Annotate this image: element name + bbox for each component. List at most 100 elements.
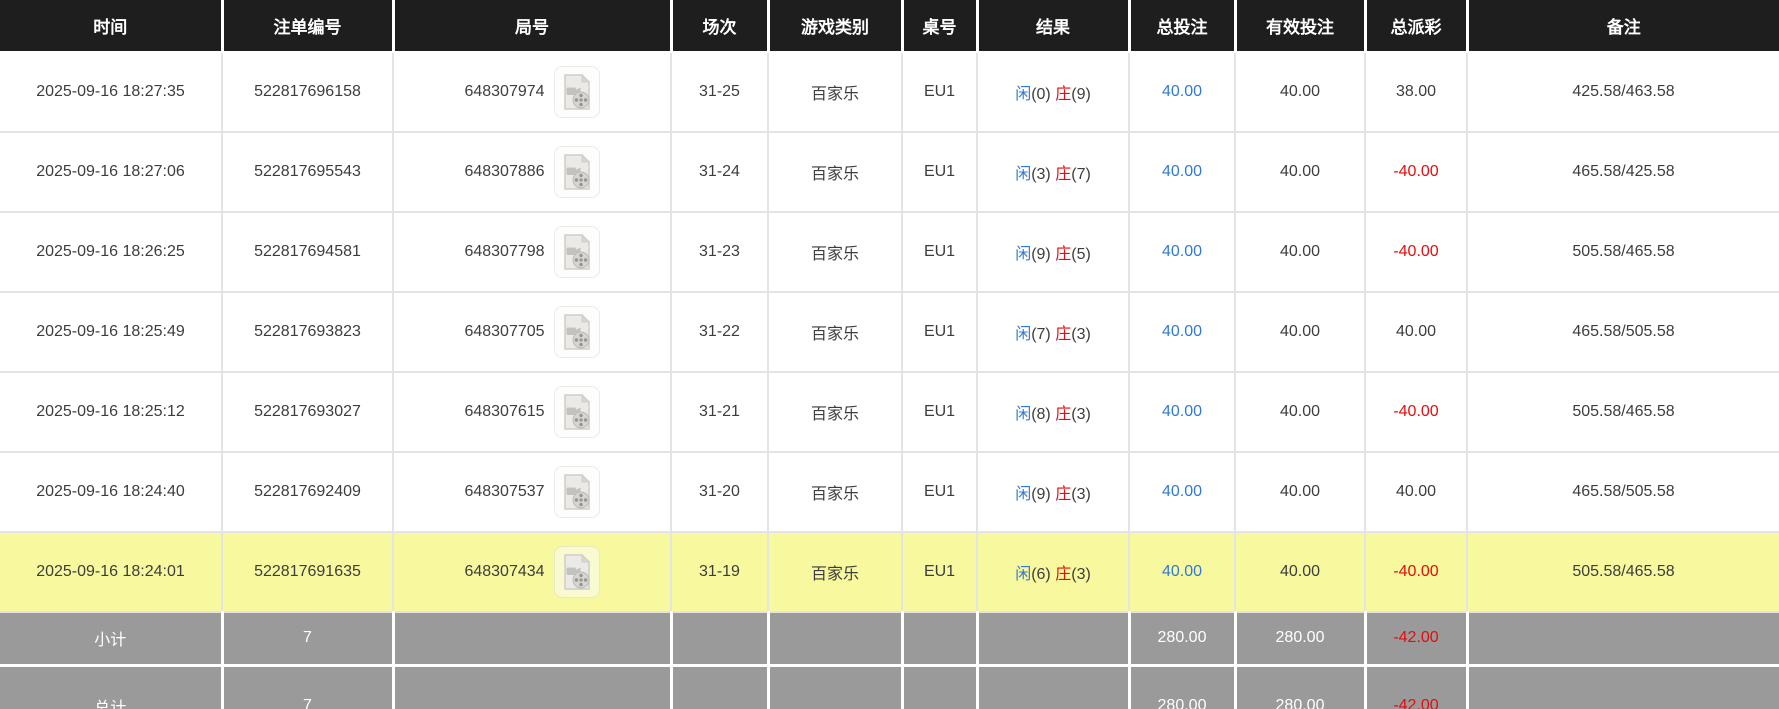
column-header-valid_bet: 有效投注 [1235, 0, 1367, 53]
column-header-remark: 备注 [1467, 0, 1779, 53]
column-header-bet_id: 注单编号 [222, 0, 395, 53]
result-player-label: 闲 [1015, 406, 1032, 423]
cell-game-type: 百家乐 [768, 372, 903, 453]
cell-valid-bet: 40.00 [1235, 452, 1366, 533]
cell-time: 2025-09-16 18:27:06 [0, 132, 223, 213]
grand-total-empty-cell [902, 665, 979, 709]
total-bet-link[interactable]: 40.00 [1161, 403, 1203, 420]
subtotal-empty-cell [902, 612, 979, 667]
total-bet-link[interactable]: 40.00 [1161, 163, 1203, 180]
cell-session: 31-24 [671, 132, 769, 213]
video-replay-button[interactable] [553, 466, 600, 518]
result-player-label: 闲 [1015, 166, 1032, 183]
video-replay-button[interactable] [553, 546, 600, 598]
round-id-text: 648307798 [464, 243, 545, 260]
cell-round-id: 648307615 [393, 372, 672, 453]
result-banker-score: (5) [1071, 246, 1091, 263]
cell-session: 31-22 [671, 292, 769, 373]
cell-total-bet: 40.00 [1129, 452, 1236, 533]
cell-payout: 38.00 [1365, 52, 1468, 133]
result-player-score: (3) [1031, 166, 1051, 183]
subtotal-empty-cell [977, 612, 1131, 667]
subtotal-empty-cell [768, 612, 904, 667]
cell-bet-id: 522817696158 [222, 52, 394, 133]
result-player-score: (7) [1031, 326, 1051, 343]
cell-valid-bet: 40.00 [1235, 372, 1366, 453]
total-bet-link[interactable]: 40.00 [1161, 563, 1203, 580]
result-banker-label: 庄 [1055, 406, 1072, 423]
result-banker-score: (3) [1071, 406, 1091, 423]
result-banker-score: (3) [1071, 486, 1091, 503]
grand-total-valid-bet: 280.00 [1235, 665, 1367, 709]
bet-row: 2025-09-16 18:24:40 522817692409 648307537… [0, 452, 1779, 533]
result-banker-label: 庄 [1055, 166, 1072, 183]
video-replay-button[interactable] [553, 386, 600, 438]
cell-result: 闲(8) 庄(3) [977, 372, 1130, 453]
cell-remark: 505.58/465.58 [1467, 372, 1779, 453]
cell-time: 2025-09-16 18:25:12 [0, 372, 223, 453]
video-replay-button[interactable] [553, 146, 600, 198]
column-header-payout: 总派彩 [1365, 0, 1469, 53]
cell-round-id: 648307974 [393, 52, 672, 133]
result-banker-label: 庄 [1055, 486, 1072, 503]
cell-table-no: EU1 [902, 52, 978, 133]
video-replay-button[interactable] [553, 66, 600, 118]
cell-game-type: 百家乐 [768, 132, 903, 213]
cell-payout: -40.00 [1365, 372, 1468, 453]
result-player-label: 闲 [1015, 326, 1032, 343]
bet-row: 2025-09-16 18:27:06 522817695543 648307886… [0, 132, 1779, 213]
cell-bet-id: 522817695543 [222, 132, 394, 213]
cell-session: 31-23 [671, 212, 769, 293]
total-bet-link[interactable]: 40.00 [1161, 243, 1203, 260]
video-replay-button[interactable] [553, 306, 600, 358]
cell-game-type: 百家乐 [768, 292, 903, 373]
cell-session: 31-25 [671, 52, 769, 133]
total-bet-link[interactable]: 40.00 [1161, 483, 1203, 500]
cell-remark: 505.58/465.58 [1467, 212, 1779, 293]
cell-bet-id: 522817693823 [222, 292, 394, 373]
round-id-text: 648307886 [464, 163, 545, 180]
round-id-group: 648307705 [464, 306, 600, 358]
result-player-label: 闲 [1015, 246, 1032, 263]
cell-session: 31-20 [671, 452, 769, 533]
result-player-label: 闲 [1015, 566, 1032, 583]
round-id-group: 648307798 [464, 226, 600, 278]
subtotal-remark [1467, 612, 1779, 667]
cell-round-id: 648307886 [393, 132, 672, 213]
cell-bet-id: 522817691635 [222, 532, 394, 613]
column-header-game: 游戏类别 [768, 0, 904, 53]
cell-result: 闲(9) 庄(5) [977, 212, 1130, 293]
cell-time: 2025-09-16 18:24:40 [0, 452, 223, 533]
video-replay-button[interactable] [553, 226, 600, 278]
cell-valid-bet: 40.00 [1235, 292, 1366, 373]
total-bet-link[interactable]: 40.00 [1161, 83, 1203, 100]
cell-table-no: EU1 [902, 132, 978, 213]
cell-payout: -40.00 [1365, 212, 1468, 293]
cell-total-bet: 40.00 [1129, 52, 1236, 133]
cell-time: 2025-09-16 18:27:35 [0, 52, 223, 133]
cell-remark: 465.58/505.58 [1467, 452, 1779, 533]
cell-round-id: 648307537 [393, 452, 672, 533]
cell-valid-bet: 40.00 [1235, 532, 1366, 613]
round-id-group: 648307886 [464, 146, 600, 198]
video-replay-icon [562, 154, 592, 190]
cell-bet-id: 522817692409 [222, 452, 394, 533]
round-id-group: 648307615 [464, 386, 600, 438]
cell-result: 闲(0) 庄(9) [977, 52, 1130, 133]
cell-table-no: EU1 [902, 452, 978, 533]
grand-total-empty-cell [768, 665, 904, 709]
result-banker-label: 庄 [1055, 246, 1072, 263]
round-id-group: 648307434 [464, 546, 600, 598]
grand-total-remark [1467, 665, 1779, 709]
subtotal-payout: -42.00 [1365, 612, 1469, 667]
result-banker-score: (7) [1071, 166, 1091, 183]
cell-time: 2025-09-16 18:26:25 [0, 212, 223, 293]
round-id-text: 648307615 [464, 403, 545, 420]
total-bet-link[interactable]: 40.00 [1161, 323, 1203, 340]
grand-total-payout: -42.00 [1365, 665, 1469, 709]
cell-remark: 465.58/425.58 [1467, 132, 1779, 213]
cell-valid-bet: 40.00 [1235, 212, 1366, 293]
cell-bet-id: 522817693027 [222, 372, 394, 453]
